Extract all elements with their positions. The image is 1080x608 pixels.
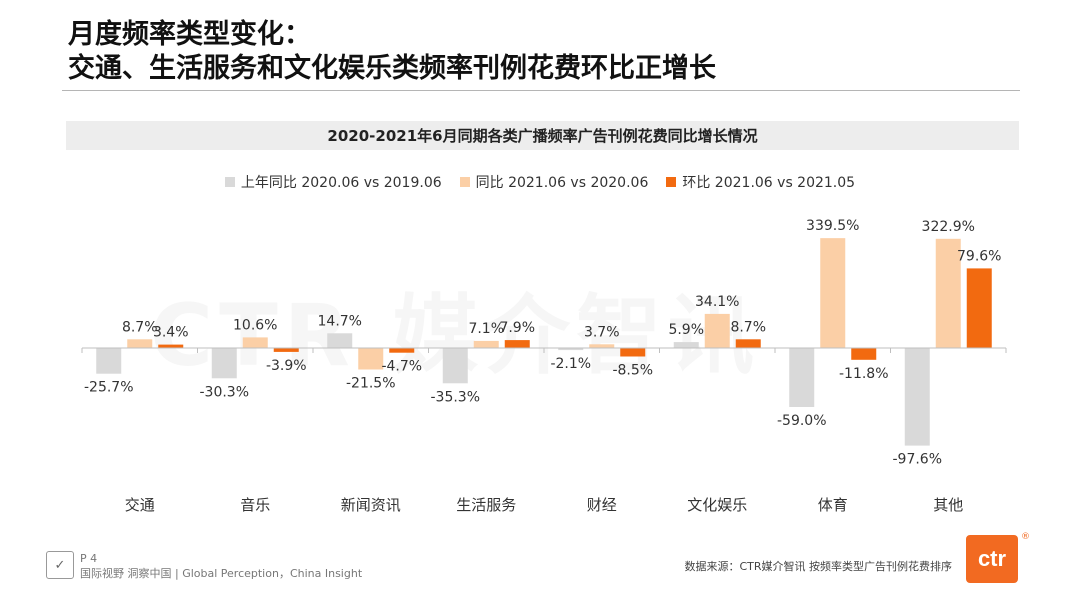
data-label-2-3: 7.9% xyxy=(499,320,535,336)
bar-mom-1 xyxy=(273,348,299,352)
bar-last-year-6 xyxy=(789,348,815,407)
bar-last-year-3 xyxy=(442,348,468,384)
legend-swatch-peach xyxy=(459,177,470,187)
category-label-1: 音乐 xyxy=(240,496,270,514)
bar-mom-0 xyxy=(158,344,184,348)
data-label-0-1: -30.3% xyxy=(199,384,249,400)
data-label-2-2: -4.7% xyxy=(381,359,422,375)
data-label-2-5: 8.7% xyxy=(730,319,766,335)
data-label-2-4: -8.5% xyxy=(612,363,653,379)
category-label-6: 体育 xyxy=(818,496,848,514)
registered-mark-icon: ® xyxy=(1021,532,1030,542)
category-label-2: 新闻资讯 xyxy=(341,496,401,514)
data-label-1-6: 339.5% xyxy=(806,218,859,234)
footer-text: P 4 国际视野 洞察中国 | Global Perception，China … xyxy=(80,551,362,581)
data-label-0-6: -59.0% xyxy=(777,413,827,429)
footer-left: ✓ P 4 国际视野 洞察中国 | Global Perception，Chin… xyxy=(46,551,362,581)
chart-legend: 上年同比 2020.06 vs 2019.06 同比 2021.06 vs 20… xyxy=(0,172,1080,192)
bar-yoy-1 xyxy=(242,337,268,348)
bar-last-year-2 xyxy=(327,333,353,348)
legend-swatch-gray xyxy=(224,177,235,187)
page-title-line1: 月度频率类型变化： xyxy=(68,19,311,50)
data-label-1-1: 10.6% xyxy=(233,317,277,333)
legend-label-yoy: 同比 2021.06 vs 2020.06 xyxy=(475,175,649,191)
data-label-2-7: 79.6% xyxy=(957,248,1001,264)
data-label-0-4: -2.1% xyxy=(550,356,591,372)
data-label-1-0: 8.7% xyxy=(122,319,158,335)
title-divider xyxy=(62,90,1020,91)
bar-yoy-2 xyxy=(358,348,384,370)
bar-last-year-0 xyxy=(96,348,122,374)
ctr-logo: ctr xyxy=(966,535,1018,583)
data-label-1-5: 34.1% xyxy=(695,294,739,310)
chart-title: 2020-2021年6月同期各类广播频率广告刊例花费同比增长情况 xyxy=(66,121,1019,150)
bar-mom-3 xyxy=(504,340,530,348)
legend-swatch-orange xyxy=(666,177,677,187)
bar-yoy-0 xyxy=(127,339,153,348)
category-label-3: 生活服务 xyxy=(456,496,516,514)
category-label-0: 交通 xyxy=(125,496,155,514)
bar-last-year-1 xyxy=(211,348,237,379)
bar-mom-7 xyxy=(966,268,992,348)
bar-mom-6 xyxy=(851,348,877,360)
data-source: 数据来源：CTR媒介智讯 按频率类型广告刊例花费排序 xyxy=(684,560,952,573)
bar-yoy-5 xyxy=(704,313,730,348)
data-label-2-0: 3.4% xyxy=(153,325,189,341)
data-label-0-7: -97.6% xyxy=(892,452,942,468)
data-label-0-5: 5.9% xyxy=(668,322,704,338)
bar-last-year-4 xyxy=(558,348,584,351)
legend-item-mom: 环比 2021.06 vs 2021.05 xyxy=(666,172,855,192)
bar-yoy-3 xyxy=(473,340,499,348)
page-number: P 4 xyxy=(80,552,98,565)
bar-last-year-7 xyxy=(904,348,930,446)
bar-mom-2 xyxy=(389,348,415,353)
certification-badge-icon: ✓ xyxy=(46,551,74,579)
bar-mom-5 xyxy=(735,339,761,348)
legend-item-yoy: 同比 2021.06 vs 2020.06 xyxy=(459,172,649,192)
legend-label-mom: 环比 2021.06 vs 2021.05 xyxy=(682,175,856,191)
bar-mom-4 xyxy=(620,348,646,357)
bar-last-year-5 xyxy=(673,342,699,348)
data-label-1-4: 3.7% xyxy=(584,324,620,340)
data-label-1-3: 7.1% xyxy=(468,321,504,337)
category-label-4: 财经 xyxy=(587,496,617,514)
category-label-7: 其他 xyxy=(933,496,963,514)
legend-label-last-year: 上年同比 2020.06 vs 2019.06 xyxy=(240,175,442,191)
data-label-2-6: -11.8% xyxy=(839,366,889,382)
bar-yoy-4 xyxy=(589,344,615,348)
data-label-0-3: -35.3% xyxy=(430,389,480,405)
bar-yoy-7 xyxy=(935,238,961,348)
data-label-0-2: 14.7% xyxy=(318,313,362,329)
category-label-5: 文化娱乐 xyxy=(687,496,747,514)
bar-yoy-6 xyxy=(820,238,846,348)
footer-tagline: 国际视野 洞察中国 | Global Perception，China Insi… xyxy=(80,567,363,580)
page-title-line2: 交通、生活服务和文化娱乐类频率刊例花费环比正增长 xyxy=(68,53,716,84)
data-label-0-0: -25.7% xyxy=(84,380,134,396)
legend-item-last-year: 上年同比 2020.06 vs 2019.06 xyxy=(224,172,442,192)
data-label-1-7: 322.9% xyxy=(922,219,975,235)
data-label-1-2: -21.5% xyxy=(346,376,396,392)
data-label-2-1: -3.9% xyxy=(266,358,307,374)
title-block: 月度频率类型变化： 交通、生活服务和文化娱乐类频率刊例花费环比正增长 xyxy=(68,18,716,86)
